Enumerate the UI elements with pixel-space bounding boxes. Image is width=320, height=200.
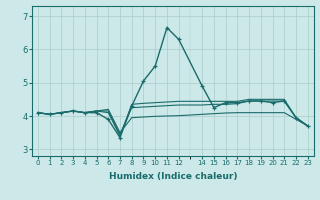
X-axis label: Humidex (Indice chaleur): Humidex (Indice chaleur) (108, 172, 237, 181)
